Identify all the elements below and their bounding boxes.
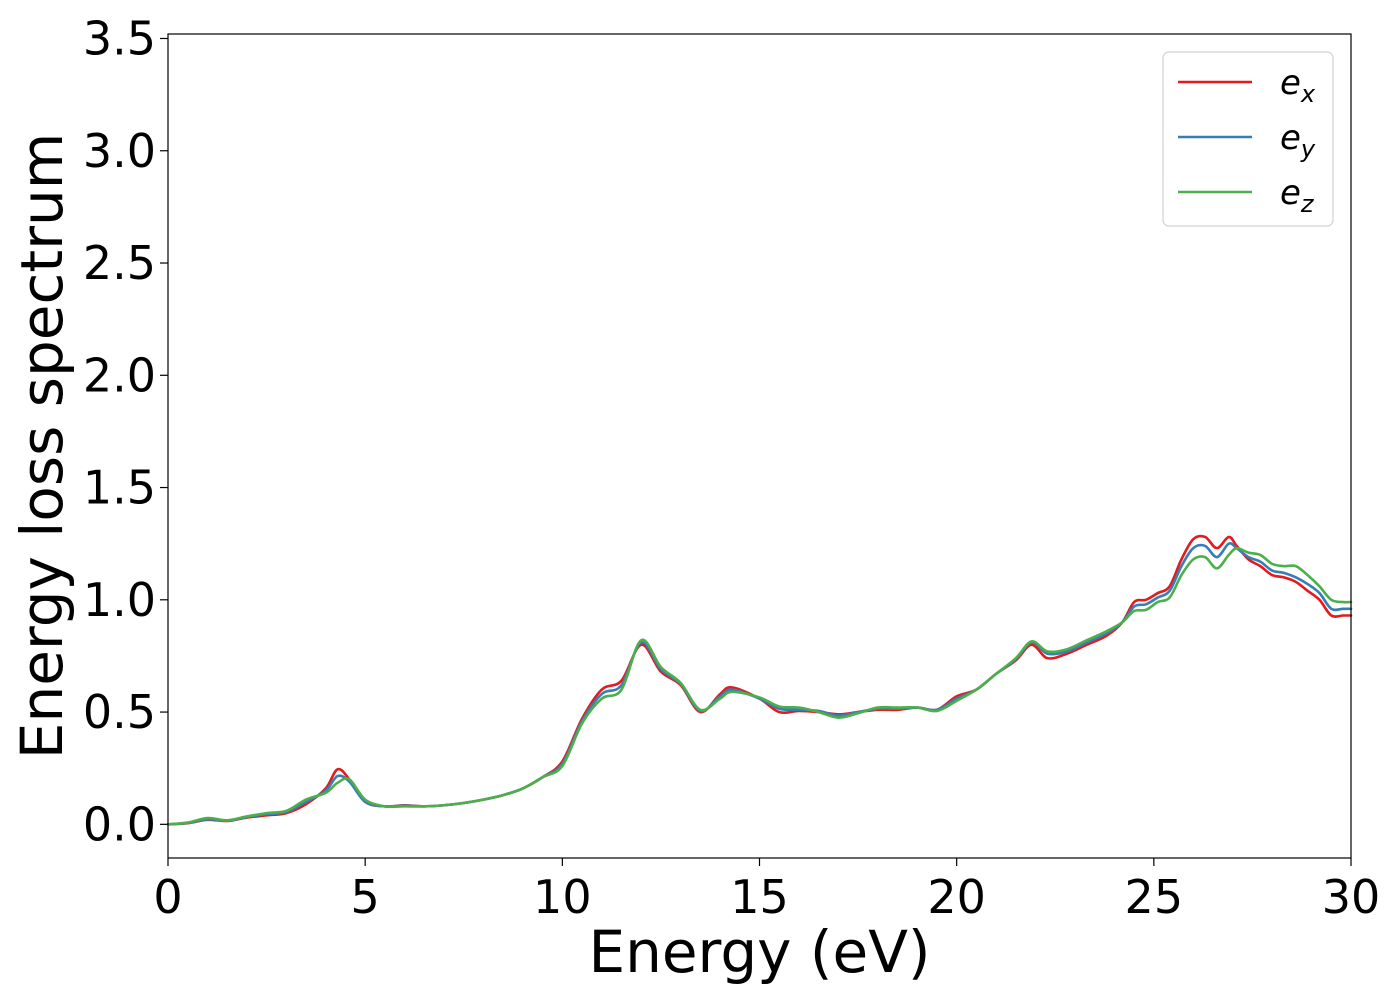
series-line-z [166,546,1353,826]
y-tick-label: 1.5 [83,461,156,515]
legend-box [1162,51,1334,227]
x-tick-label: 25 [1125,870,1184,924]
y-tick-label: 3.0 [83,124,156,178]
x-tick-label: 0 [153,870,182,924]
legend-label-y: ey [1280,118,1316,163]
y-tick-label: 2.0 [83,348,156,402]
y-tick-label: 3.5 [83,11,156,65]
x-tick-label: 5 [351,870,380,924]
legend-label-x: ex [1280,63,1316,108]
legend-label-z: ez [1280,173,1315,218]
legend: ex ey ez [1162,51,1334,227]
x-tick-label: 30 [1322,870,1381,924]
y-tick-label: 0.5 [83,685,156,739]
series-layer [166,534,1353,826]
x-tick-label: 15 [730,870,789,924]
y-tick-label: 1.0 [83,573,156,627]
y-axis-ticks: 0.0 0.5 1.0 1.5 2.0 2.5 3.0 3.5 [83,11,168,851]
y-tick-label: 0.0 [83,797,156,851]
x-tick-label: 10 [533,870,592,924]
y-tick-label: 2.5 [83,236,156,290]
x-axis-label: Energy (eV) [588,918,930,986]
y-axis-label: Energy loss spectrum [8,133,76,759]
x-tick-label: 20 [927,870,986,924]
x-axis-ticks: 0 5 10 15 20 25 30 [153,858,1380,924]
